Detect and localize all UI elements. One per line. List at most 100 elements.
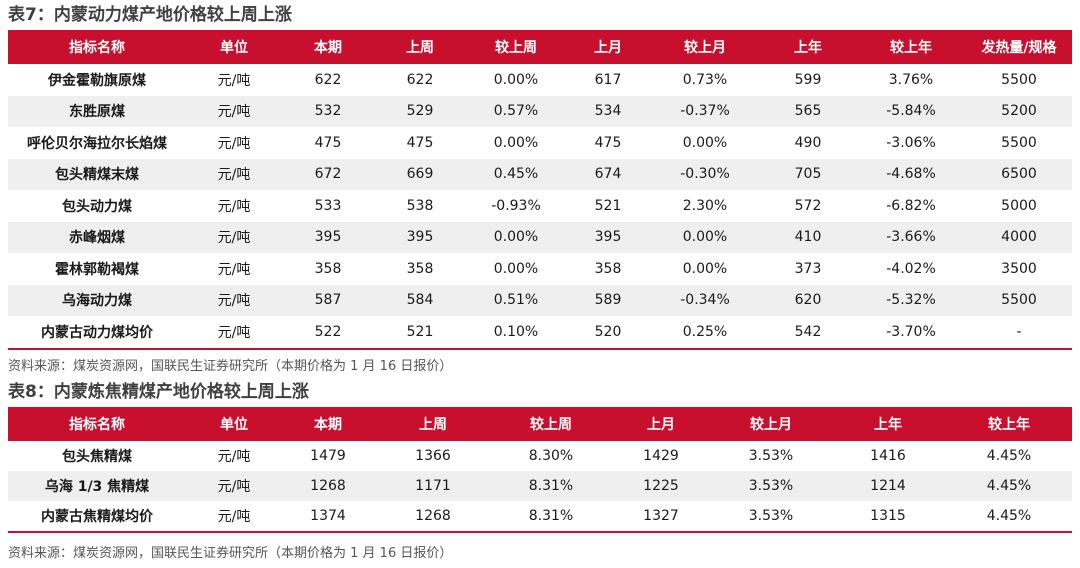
table-cell: -3.06% bbox=[886, 134, 936, 151]
table-cell: 0.00% bbox=[493, 71, 539, 88]
table-cell: 622 bbox=[314, 71, 342, 88]
table-cell: 669 bbox=[406, 166, 434, 183]
column-header: 指标名称 bbox=[69, 40, 125, 56]
table-cell: 6500 bbox=[1001, 166, 1037, 183]
table-cell: 358 bbox=[594, 260, 622, 277]
table-cell: 622 bbox=[406, 71, 434, 88]
table-cell: 3500 bbox=[1001, 260, 1037, 277]
table-row: 霍林郭勒褐煤 元/吨 358 358 0.00% 358 0.00% 373 -4.02% 350… bbox=[8, 253, 1072, 285]
table-cell: 1268 bbox=[415, 508, 451, 524]
table-cell: 3.53% bbox=[748, 478, 794, 494]
row-name-cell: 乌海 1/3 焦精煤 bbox=[44, 479, 150, 495]
table-cell: -5.32% bbox=[886, 292, 936, 309]
table-cell: 1315 bbox=[870, 508, 906, 524]
table-cell: 5500 bbox=[1001, 71, 1037, 88]
table-cell: -0.34% bbox=[680, 292, 730, 309]
table2: 指标名称 单位 本期 上周 较上周 上月 较上月 上年 较上年 包头焦精煤 元/吨 1479 1366… bbox=[8, 407, 1072, 533]
table-cell: 0.00% bbox=[493, 134, 539, 151]
row-name-cell: 乌海动力煤 bbox=[62, 293, 132, 310]
table-cell: 1366 bbox=[415, 448, 451, 464]
table-cell: 元/吨 bbox=[217, 261, 251, 278]
table-cell: 5000 bbox=[1001, 197, 1037, 214]
column-header: 上周 bbox=[406, 40, 434, 56]
table-cell: 475 bbox=[314, 134, 342, 151]
table-cell: 元/吨 bbox=[217, 449, 251, 465]
row-name-cell: 包头动力煤 bbox=[62, 198, 132, 215]
table-cell: 538 bbox=[406, 197, 434, 214]
table-cell: 2.30% bbox=[682, 197, 728, 214]
table-cell: 1479 bbox=[310, 448, 346, 464]
table-cell: 元/吨 bbox=[217, 198, 251, 215]
table2-title: 表8：内蒙炼焦精煤产地价格较上周上涨 bbox=[8, 382, 309, 402]
table-cell: -0.93% bbox=[491, 197, 541, 214]
table-cell: 705 bbox=[794, 166, 822, 183]
row-name-cell: 内蒙古焦精煤均价 bbox=[41, 509, 153, 525]
table-cell: 584 bbox=[406, 292, 434, 309]
table-row: 包头精煤末煤 元/吨 672 669 0.45% 674 -0.30% 705 -4.68% 65… bbox=[8, 158, 1072, 190]
table-cell: 522 bbox=[314, 323, 342, 340]
table-cell: 1171 bbox=[415, 478, 451, 494]
table-cell: -5.84% bbox=[886, 103, 936, 120]
table-row: 内蒙古焦精煤均价 元/吨 1374 1268 8.31% 1327 3.53% 1315 4.4… bbox=[8, 501, 1072, 532]
table-cell: 529 bbox=[406, 103, 434, 120]
table-cell: -3.70% bbox=[886, 323, 936, 340]
table-cell: 1416 bbox=[870, 448, 906, 464]
table-row: 赤峰烟煤 元/吨 395 395 0.00% 395 0.00% 410 -3.66% 4000 bbox=[8, 221, 1072, 253]
table-cell: 元/吨 bbox=[217, 324, 251, 341]
column-header: 本期 bbox=[314, 417, 342, 433]
table-cell: 1374 bbox=[310, 508, 346, 524]
row-name-cell: 东胜原煤 bbox=[69, 104, 125, 121]
table-cell: 1268 bbox=[310, 478, 346, 494]
table-cell: 542 bbox=[794, 323, 822, 340]
column-header: 较上月 bbox=[750, 417, 792, 433]
table2-header-row: 指标名称 单位 本期 上周 较上周 上月 较上月 上年 较上年 bbox=[8, 407, 1072, 441]
column-header: 较上周 bbox=[530, 417, 572, 433]
table-cell: 617 bbox=[594, 71, 622, 88]
table-cell: 0.57% bbox=[493, 103, 539, 120]
row-name-cell: 赤峰烟煤 bbox=[69, 230, 125, 247]
column-header: 上年 bbox=[794, 40, 822, 56]
table-cell: 490 bbox=[794, 134, 822, 151]
table-row: 呼伦贝尔海拉尔长焰煤 元/吨 475 475 0.00% 475 0.00% 490 -3.06… bbox=[8, 127, 1072, 159]
table-cell: - bbox=[1016, 323, 1022, 340]
table-cell: 475 bbox=[594, 134, 622, 151]
row-name-cell: 包头焦精煤 bbox=[62, 449, 132, 465]
table-cell: 1327 bbox=[643, 508, 679, 524]
table-cell: 1214 bbox=[870, 478, 906, 494]
table-cell: -4.68% bbox=[886, 166, 936, 183]
table-cell: 589 bbox=[594, 292, 622, 309]
table-cell: -4.02% bbox=[886, 260, 936, 277]
table-cell: 3.76% bbox=[888, 71, 934, 88]
table-cell: 0.00% bbox=[682, 260, 728, 277]
row-name-cell: 伊金霍勒旗原煤 bbox=[48, 72, 146, 89]
table2-source: 资料来源：煤炭资源网，国联民生证券研究所（本期价格为 1 月 16 日报价） bbox=[8, 546, 453, 561]
table-cell: 532 bbox=[314, 103, 342, 120]
table-cell: 599 bbox=[794, 71, 822, 88]
table1-source: 资料来源：煤炭资源网，国联民生证券研究所（本期价格为 1 月 16 日报价） bbox=[8, 359, 453, 374]
table-cell: 4000 bbox=[1001, 229, 1037, 246]
table-cell: 3.53% bbox=[748, 448, 794, 464]
table-cell: 1225 bbox=[643, 478, 679, 494]
table-cell: -6.82% bbox=[886, 197, 936, 214]
table-cell: 元/吨 bbox=[217, 135, 251, 152]
table-cell: 521 bbox=[406, 323, 434, 340]
table-cell: 475 bbox=[406, 134, 434, 151]
table-cell: 0.51% bbox=[493, 292, 539, 309]
table-cell: 672 bbox=[314, 166, 342, 183]
table-cell: 674 bbox=[594, 166, 622, 183]
table-cell: 0.73% bbox=[682, 71, 728, 88]
table-cell: 元/吨 bbox=[217, 230, 251, 247]
table-cell: 3.53% bbox=[748, 508, 794, 524]
table-cell: 8.31% bbox=[528, 508, 574, 524]
table-cell: 358 bbox=[406, 260, 434, 277]
column-header: 发热量/规格 bbox=[981, 40, 1057, 56]
column-header: 较上年 bbox=[890, 40, 932, 56]
column-header: 较上月 bbox=[684, 40, 726, 56]
column-header: 上月 bbox=[594, 40, 622, 56]
table-cell: 620 bbox=[794, 292, 822, 309]
table-cell: 8.31% bbox=[528, 478, 574, 494]
table-cell: 521 bbox=[594, 197, 622, 214]
table-cell: 5200 bbox=[1001, 103, 1037, 120]
table-cell: 元/吨 bbox=[217, 72, 251, 89]
table-cell: 元/吨 bbox=[217, 167, 251, 184]
